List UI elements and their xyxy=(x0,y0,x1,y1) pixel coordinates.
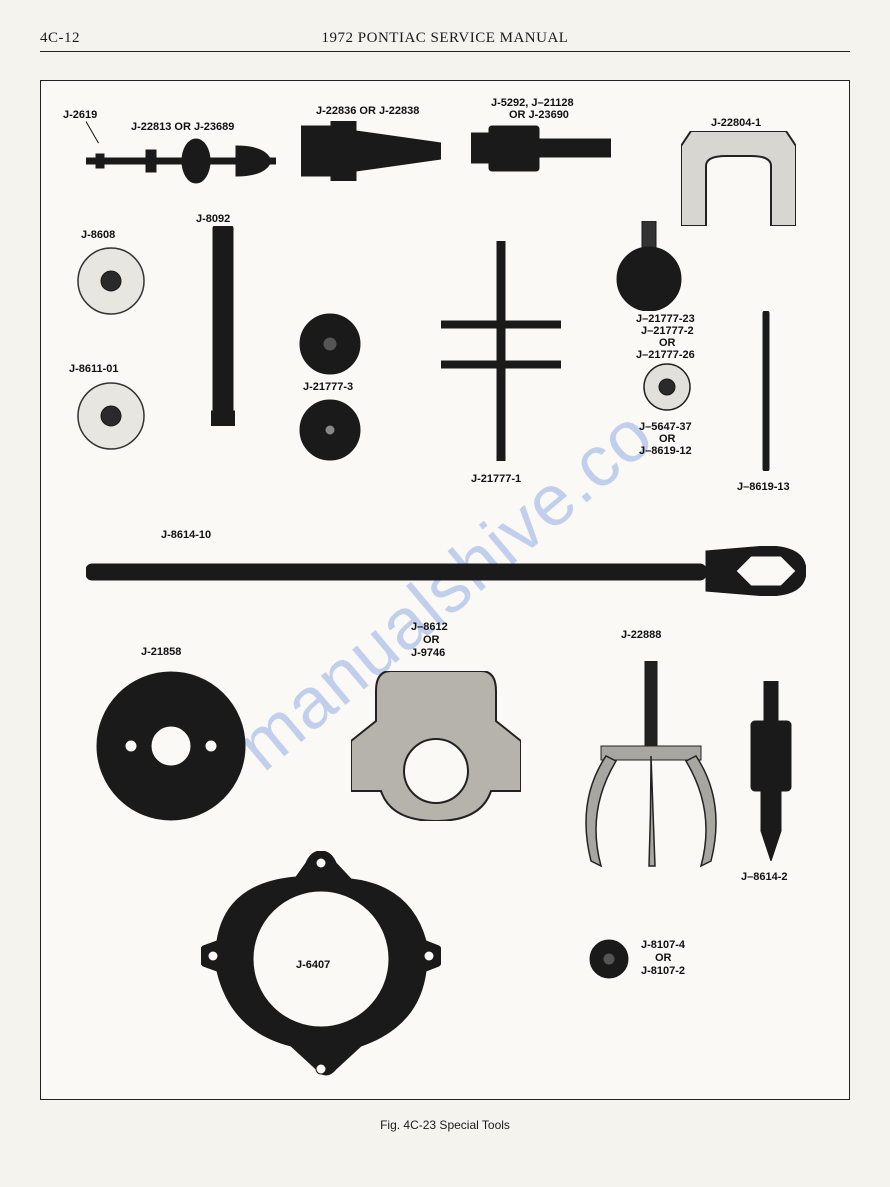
tool-adapter-bit xyxy=(746,681,796,861)
label-j21777-1: J-21777-1 xyxy=(471,473,521,485)
figure-frame: manualshive.co xyxy=(40,80,850,1100)
label-j8092: J-8092 xyxy=(196,213,230,225)
tool-puller xyxy=(571,661,731,871)
label-j5647: J–5647-37 xyxy=(639,421,692,433)
label-j21777-23: J–21777-23 xyxy=(636,313,695,325)
label-j8611: J-8611-01 xyxy=(69,363,119,375)
tool-clamp xyxy=(351,671,521,821)
label-j2619: J-2619 xyxy=(63,109,97,121)
label-j5292b: OR J-23690 xyxy=(509,109,569,121)
tool-knob xyxy=(606,221,691,311)
tool-rod-j8092 xyxy=(211,226,235,426)
label-j21858: J-21858 xyxy=(141,646,181,658)
tool-shaft-assembly xyxy=(86,136,276,186)
label-j9746: J-9746 xyxy=(411,647,445,659)
label-j21777-2: J–21777-2 xyxy=(641,325,694,337)
tool-small-disc xyxy=(589,939,629,979)
label-or3: OR xyxy=(423,634,440,646)
tool-small-ring xyxy=(643,363,691,411)
label-j8107b: OR xyxy=(655,952,672,964)
tool-tapered-adapter xyxy=(301,121,441,181)
label-or1: OR xyxy=(659,337,676,349)
label-j22804: J-22804-1 xyxy=(711,117,761,129)
label-j8619-12: J–8619-12 xyxy=(639,445,692,457)
manual-title: 1972 PONTIAC SERVICE MANUAL xyxy=(322,30,569,47)
label-j22813: J-22813 OR J-23689 xyxy=(131,121,234,133)
label-j8614-10: J-8614-10 xyxy=(161,529,211,541)
label-j8612: J–8612 xyxy=(411,621,448,633)
label-j6407: J-6407 xyxy=(296,959,330,971)
label-j8619-13: J–8619-13 xyxy=(737,481,790,493)
page-number: 4C-12 xyxy=(40,30,80,47)
label-j8608: J-8608 xyxy=(81,229,115,241)
tool-ring-j861101 xyxy=(76,381,146,451)
label-j5292a: J-5292, J–21128 xyxy=(491,97,574,109)
tool-yoke-fork xyxy=(681,131,796,226)
label-j8107a: J-8107-4 xyxy=(641,939,685,951)
figure-caption: Fig. 4C-23 Special Tools xyxy=(40,1118,850,1132)
page-header: 4C-12 1972 PONTIAC SERVICE MANUAL xyxy=(40,30,850,52)
tool-ring-j8608 xyxy=(76,246,146,316)
label-j21777-26: J–21777-26 xyxy=(636,349,695,361)
label-j8107c: J-8107-2 xyxy=(641,965,685,977)
label-j21777-3: J-21777-3 xyxy=(303,381,353,393)
tool-thin-rod xyxy=(761,311,771,471)
label-j8614-2: J–8614-2 xyxy=(741,871,788,883)
tool-disc-upper xyxy=(299,313,361,375)
tool-large-disc xyxy=(96,671,246,821)
tool-long-wrench xyxy=(86,546,806,596)
label-j22888: J-22888 xyxy=(621,629,661,641)
tool-disc-lower xyxy=(299,399,361,461)
label-j22836: J-22836 OR J-22838 xyxy=(316,105,419,117)
tool-cylinder-driver xyxy=(471,121,611,176)
label-or2: OR xyxy=(659,433,676,445)
tool-cross-handle xyxy=(441,241,561,461)
